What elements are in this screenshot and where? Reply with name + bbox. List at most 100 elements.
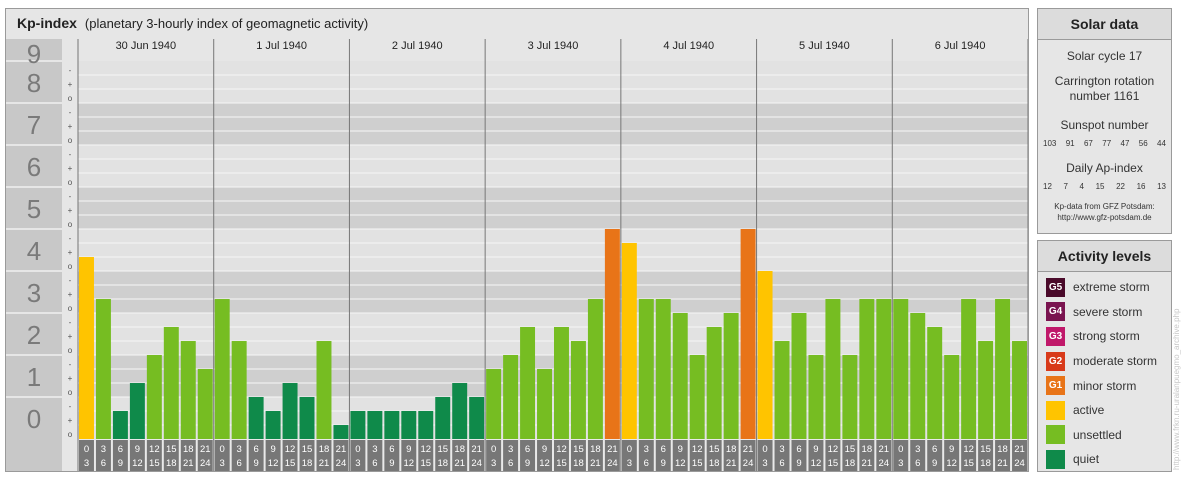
kp-chart: 0123456789o+-o+-o+-o+-o+-o+-o+-o+-o+-30 … <box>6 39 1028 471</box>
y-sub-label: o <box>68 136 73 145</box>
interval-start-label: 15 <box>573 444 584 455</box>
interval-start-label: 18 <box>319 444 330 455</box>
interval-start-label: 6 <box>525 444 530 455</box>
interval-cell <box>876 440 892 471</box>
y-sub-label: + <box>68 164 73 173</box>
day-label: 1 Jul 1940 <box>256 40 307 52</box>
level-active: active <box>1038 398 1171 423</box>
interval-end-label: 15 <box>420 458 431 469</box>
interval-cell <box>893 440 909 471</box>
interval-end-label: 15 <box>692 458 703 469</box>
y-sub-label: - <box>69 192 72 201</box>
kp-bar <box>1012 341 1027 439</box>
interval-cell <box>367 440 383 471</box>
band-7 <box>78 103 1028 145</box>
kp-bar <box>537 368 552 439</box>
kp-bar <box>859 299 875 439</box>
interval-cell <box>774 440 790 471</box>
kp-bar <box>554 326 569 439</box>
level-swatch <box>1046 449 1065 469</box>
credit-link[interactable]: http://www.gfz-potsdam.de <box>1057 213 1152 222</box>
interval-start-label: 0 <box>491 444 496 455</box>
interval-start-label: 21 <box>879 444 890 455</box>
y-sub-label: + <box>68 416 73 425</box>
interval-cell <box>859 440 875 471</box>
interval-start-label: 21 <box>471 444 482 455</box>
interval-start-label: 18 <box>997 444 1008 455</box>
level-unsettled: unsettled <box>1038 423 1171 448</box>
interval-cell <box>79 440 94 471</box>
interval-end-label: 12 <box>268 458 279 469</box>
interval-end-label: 24 <box>200 458 211 469</box>
interval-cell <box>706 440 722 471</box>
interval-end-label: 6 <box>644 458 649 469</box>
solar-data-panel: Solar data Solar cycle 17 Carrington rot… <box>1037 8 1172 234</box>
level-extreme-storm: G5 extreme storm <box>1038 275 1171 300</box>
band-5 <box>78 187 1028 229</box>
solar-data-title: Solar data <box>1038 9 1171 40</box>
interval-end-label: 9 <box>796 458 801 469</box>
level-label: active <box>1073 403 1105 418</box>
interval-end-label: 6 <box>915 458 920 469</box>
level-swatch <box>1046 400 1065 420</box>
interval-end-label: 12 <box>675 458 686 469</box>
sunspot-value-1: 91 <box>1065 139 1075 148</box>
level-swatch <box>1046 425 1065 445</box>
interval-start-label: 9 <box>678 444 683 455</box>
kp-bar <box>486 368 502 439</box>
interval-end-label: 6 <box>101 458 106 469</box>
interval-start-label: 9 <box>135 444 140 455</box>
sunspot-value-0: 103 <box>1043 139 1057 148</box>
interval-start-label: 15 <box>980 444 991 455</box>
y-sub-label: o <box>68 304 73 313</box>
interval-cell <box>231 440 247 471</box>
band-6 <box>78 145 1028 187</box>
interval-start-label: 3 <box>644 444 649 455</box>
interval-start-label: 6 <box>796 444 801 455</box>
chart-subtitle: (planetary 3-hourly index of geomagnetic… <box>84 16 369 31</box>
day-label: 4 Jul 1940 <box>663 40 714 52</box>
interval-cell <box>299 440 315 471</box>
interval-end-label: 18 <box>302 458 313 469</box>
interval-cell <box>1012 440 1027 471</box>
interval-start-label: 0 <box>355 444 360 455</box>
kp-bar <box>587 299 603 439</box>
interval-start-label: 21 <box>743 444 754 455</box>
interval-cell <box>435 440 451 471</box>
ap-values: 12 7 4 15 22 16 13 <box>1038 182 1171 191</box>
interval-cell <box>638 440 654 471</box>
kp-bar <box>689 355 705 439</box>
interval-start-label: 12 <box>149 444 160 455</box>
sunspot-value-4: 47 <box>1120 139 1130 148</box>
day-label: 6 Jul 1940 <box>935 40 986 52</box>
level-strong-storm: G3 strong storm <box>1038 324 1171 349</box>
interval-cell <box>248 440 264 471</box>
interval-cell <box>554 440 569 471</box>
kp-bar <box>401 410 417 439</box>
kp-bar <box>774 341 790 439</box>
level-minor-storm: G1 minor storm <box>1038 373 1171 398</box>
y-sub-label: + <box>68 248 73 257</box>
interval-end-label: 6 <box>508 458 513 469</box>
kp-bar <box>520 326 536 439</box>
interval-cell <box>910 440 926 471</box>
interval-start-label: 9 <box>949 444 954 455</box>
interval-end-label: 12 <box>811 458 822 469</box>
interval-start-label: 9 <box>406 444 411 455</box>
kp-bar <box>995 299 1011 439</box>
interval-end-label: 12 <box>132 458 143 469</box>
y-sub-label: + <box>68 206 73 215</box>
interval-start-label: 3 <box>101 444 106 455</box>
y-sub-label: + <box>68 80 73 89</box>
chart-header: Kp-index (planetary 3-hourly index of geo… <box>17 15 368 31</box>
interval-start-label: 21 <box>1014 444 1025 455</box>
interval-end-label: 9 <box>253 458 258 469</box>
interval-end-label: 24 <box>607 458 618 469</box>
kp-bar <box>469 397 485 439</box>
interval-start-label: 21 <box>607 444 618 455</box>
interval-start-label: 3 <box>372 444 377 455</box>
kp-bar <box>604 229 620 439</box>
interval-end-label: 3 <box>355 458 360 469</box>
kp-bar <box>893 299 909 439</box>
interval-end-label: 24 <box>743 458 754 469</box>
